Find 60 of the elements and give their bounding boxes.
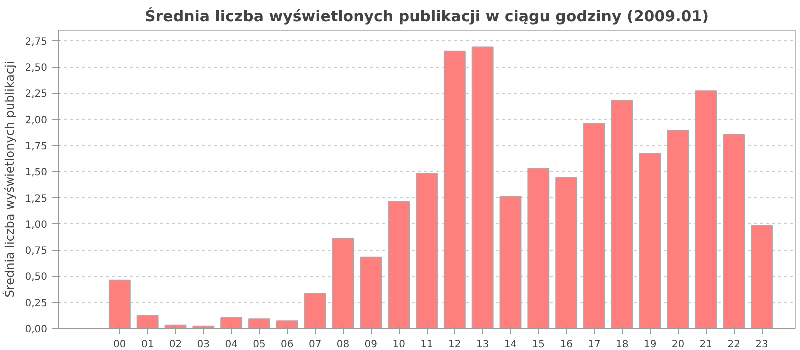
x-tick-label: 11 — [420, 340, 434, 350]
chart-title: Średnia liczba wyświetlonych publikacji w ciągu godziny (2009.01) — [144, 8, 710, 26]
bar — [723, 134, 746, 328]
y-tick-label: 1,00 — [25, 220, 48, 231]
x-tick-label: 04 — [225, 340, 238, 350]
bar — [611, 100, 634, 328]
x-tick-label: 12 — [448, 340, 462, 350]
bar — [528, 168, 550, 328]
x-tick-label: 08 — [336, 340, 350, 350]
bar — [556, 177, 578, 328]
bar — [332, 238, 354, 328]
x-tick-label: 00 — [114, 340, 126, 350]
x-tick-label: 02 — [169, 340, 182, 350]
bar — [360, 256, 382, 328]
y-tick-label: 0,00 — [25, 324, 48, 336]
x-tick-label: 20 — [672, 340, 685, 350]
x-tick-label: 10 — [392, 340, 406, 350]
y-tick-label: 0,50 — [25, 272, 48, 284]
bar — [751, 226, 773, 328]
x-tick-label: 23 — [756, 340, 768, 350]
x-tick-label: 16 — [560, 340, 573, 350]
x-tick-label: 07 — [308, 340, 322, 350]
bar — [667, 130, 690, 328]
bar — [136, 315, 159, 328]
bar — [639, 153, 662, 328]
x-tick-label: 14 — [504, 340, 518, 350]
x-tick-label: 09 — [364, 340, 378, 350]
bar — [416, 173, 438, 328]
x-tick-label: 01 — [141, 340, 154, 350]
bar — [500, 196, 522, 328]
x-tick-label: 22 — [728, 340, 740, 350]
y-tick-label: 2,50 — [25, 63, 48, 74]
y-axis-title: Średnia liczba wyświetlonych publikacji — [2, 61, 18, 298]
y-tick-label: 1,50 — [25, 168, 48, 179]
bar — [220, 318, 243, 328]
y-tick-label: 0,75 — [25, 246, 48, 258]
bar — [276, 320, 298, 328]
y-tick-label: 1,75 — [25, 142, 48, 153]
bar — [472, 46, 494, 328]
bar — [248, 318, 270, 328]
x-tick-label: 06 — [281, 340, 294, 350]
x-tick-label: 19 — [644, 340, 657, 350]
bar — [304, 293, 326, 328]
y-tick-label: 0,25 — [25, 298, 48, 310]
x-tick-label: 18 — [616, 340, 629, 350]
bar — [108, 280, 131, 328]
x-tick-label: 13 — [476, 340, 490, 350]
bar — [695, 90, 718, 328]
x-tick-label: 03 — [197, 340, 210, 350]
y-tick-label: 2,75 — [25, 36, 48, 48]
x-tick-label: 05 — [253, 340, 266, 350]
x-tick-label: 15 — [532, 340, 546, 350]
y-tick-label: 1,25 — [25, 194, 48, 205]
y-tick-label: 2,25 — [25, 89, 48, 100]
bar — [444, 50, 466, 328]
bar — [388, 201, 410, 328]
y-tick-label: 2,00 — [25, 115, 48, 126]
bar — [584, 123, 606, 328]
x-tick-label: 17 — [588, 340, 601, 350]
x-tick-label: 21 — [700, 340, 713, 350]
